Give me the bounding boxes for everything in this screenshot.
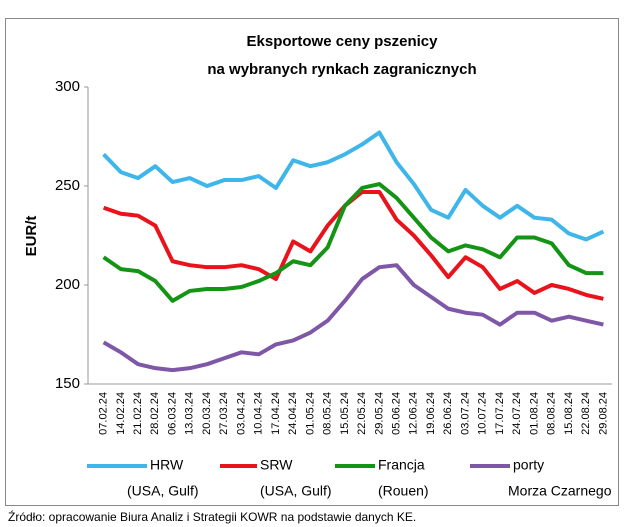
x-tick-label: 28.02.24 [149,392,161,435]
y-tick-label: 250 [55,177,80,194]
x-tick-label: 27.03.24 [218,392,230,435]
x-tick-label: 22.08.24 [580,392,592,435]
y-axis-label: EUR/t [23,216,40,257]
legend-label: Morza Czarnego [508,483,612,499]
source-note: Źródło: opracowanie Biura Analiz i Strat… [8,509,416,524]
x-tick-label: 29.08.24 [597,392,609,435]
x-tick-label: 08.05.24 [322,392,334,435]
x-tick-label: 07.02.24 [98,392,110,435]
legend-label: HRW [150,457,184,473]
y-tick-label: 200 [55,276,80,293]
x-tick-label: 24.04.24 [287,392,299,435]
x-tick-label: 22.05.24 [356,392,368,435]
x-tick-label: 01.05.24 [304,392,316,435]
x-tick-label: 10.07.24 [477,392,489,435]
x-tick-label: 29.05.24 [373,392,385,435]
legend-label: porty [513,457,544,473]
x-tick-label: 21.02.24 [132,392,144,435]
x-tick-label: 13.03.24 [184,392,196,435]
x-tick-label: 15.08.24 [563,392,575,435]
x-tick-label: 26.06.24 [442,392,454,435]
series-line [102,189,604,301]
y-tick-label: 150 [55,375,80,392]
series-line [102,263,604,373]
x-tick-label: 01.08.24 [528,392,540,435]
x-tick-label: 15.05.24 [339,392,351,435]
chart-title: Eksportowe ceny pszenicy [247,33,439,50]
x-tick-label: 24.07.24 [511,392,523,435]
legend-label: (USA, Gulf) [127,483,199,499]
x-tick-label: 06.03.24 [166,392,178,435]
x-tick-label: 17.04.24 [270,392,282,435]
x-tick-label: 14.02.24 [115,392,127,435]
y-tick-label: 300 [55,78,80,95]
x-tick-label: 05.06.24 [390,392,402,435]
x-tick-label: 12.06.24 [408,392,420,435]
chart-title: na wybranych rynkach zagranicznych [207,61,476,78]
legend-label: (Rouen) [378,483,429,499]
x-tick-label: 20.03.24 [201,392,213,435]
x-tick-label: 10.04.24 [253,392,265,435]
legend-label: SRW [260,457,293,473]
x-tick-label: 17.07.24 [494,392,506,435]
legend-label: (USA, Gulf) [260,483,332,499]
series-line [102,130,605,242]
series-line [102,182,604,303]
chart-frame [5,18,619,506]
legend-label: Francja [378,457,425,473]
x-tick-label: 03.07.24 [459,392,471,435]
x-tick-label: 08.08.24 [546,392,558,435]
x-tick-label: 19.06.24 [425,392,437,435]
x-tick-label: 03.04.24 [235,392,247,435]
